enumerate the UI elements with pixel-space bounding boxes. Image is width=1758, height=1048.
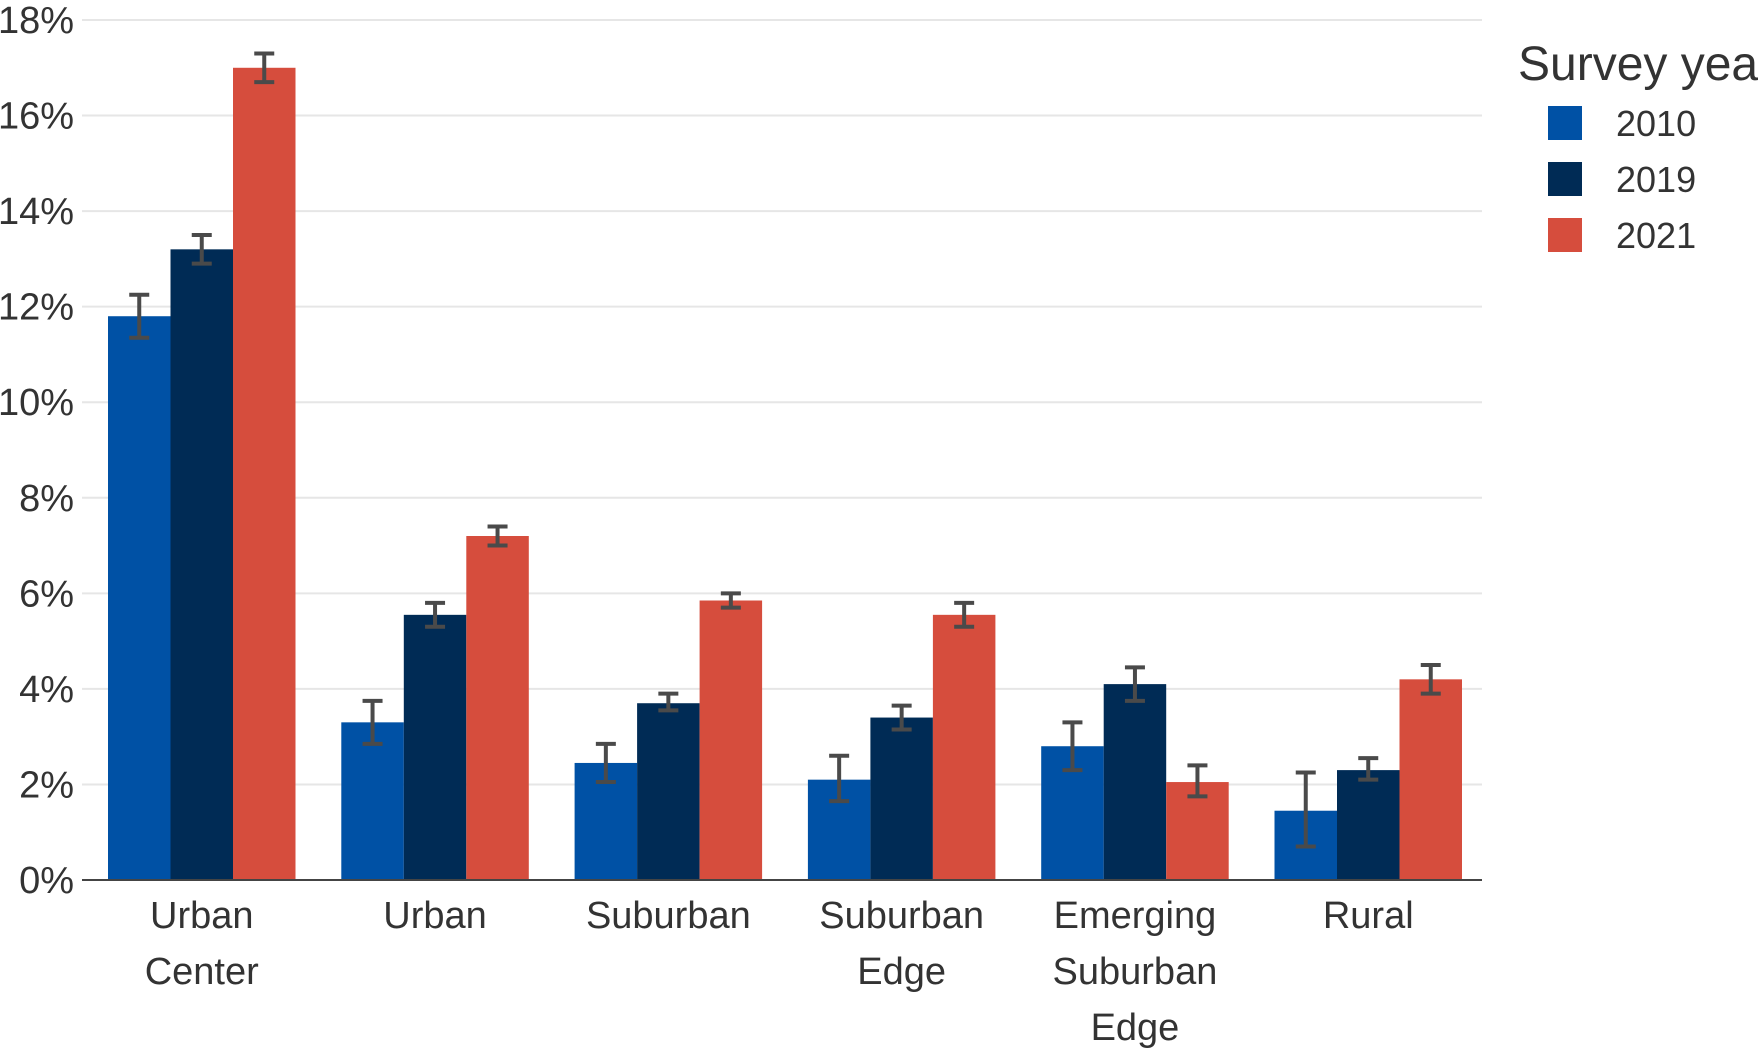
y-tick-label-12: 12% [0, 287, 74, 329]
y-tick-label-16: 16% [0, 96, 74, 138]
x-tick-label-3-0: Suburban [819, 895, 984, 937]
y-tick-label-14: 14% [0, 191, 74, 233]
bar-2021-3 [932, 614, 996, 880]
bar-2021-2 [699, 600, 763, 880]
error-bar-2019-5 [1358, 756, 1379, 782]
error-bar-2021-2 [720, 591, 741, 610]
bar-2019-4 [1103, 684, 1167, 880]
y-tick-label-0: 0% [19, 860, 74, 902]
error-bar-2019-3 [891, 703, 912, 732]
error-bar-2010-5 [1295, 770, 1316, 849]
legend-label-2021: 2021 [1616, 215, 1696, 256]
legend-title: Survey year [1518, 38, 1758, 91]
legend-swatch-2021 [1548, 218, 1582, 252]
x-tick-label-0-0: Urban [150, 895, 254, 937]
y-tick-label-6: 6% [19, 573, 74, 615]
error-bar-2019-2 [658, 691, 679, 713]
legend-swatch-2010 [1548, 106, 1582, 140]
legend-label-2019: 2019 [1616, 159, 1696, 200]
legend: Survey year 2010 2019 2021 [1518, 38, 1758, 256]
bars [108, 67, 1462, 881]
x-tick-label-5-0: Rural [1323, 895, 1414, 937]
x-tick-label-4-0: Emerging [1054, 895, 1217, 937]
error-bar-2010-0 [129, 292, 150, 340]
y-tick-label-4: 4% [19, 669, 74, 711]
bar-2019-2 [637, 703, 700, 880]
y-tick-label-18: 18% [0, 0, 74, 42]
bar-2010-0 [108, 316, 171, 880]
bar-2010-1 [341, 722, 404, 880]
error-bar-2021-0 [254, 51, 275, 85]
error-bars [129, 51, 1441, 849]
x-axis-labels: Urban Center Urban Suburban Suburban Edge Emer… [145, 895, 1414, 1048]
error-bar-2010-1 [362, 698, 383, 746]
x-tick-label-1-0: Urban [383, 895, 487, 937]
bar-2021-5 [1399, 679, 1462, 880]
error-bar-2010-4 [1062, 720, 1083, 773]
x-tick-label-4-1: Suburban [1053, 951, 1218, 993]
y-tick-label-8: 8% [19, 478, 74, 520]
error-bar-2010-3 [829, 753, 850, 804]
error-bar-2021-4 [1187, 763, 1208, 799]
legend-label-2010: 2010 [1616, 103, 1696, 144]
error-bar-2021-5 [1420, 663, 1441, 696]
error-bar-2019-4 [1124, 665, 1145, 703]
y-axis-ticks: 0% 2% 4% 6% 8% 10% 12% 14% 16% 18% [0, 0, 74, 902]
bar-2019-1 [403, 614, 467, 880]
gridlines [82, 19, 1482, 786]
bar-2019-0 [170, 249, 233, 881]
error-bar-2019-1 [425, 600, 446, 629]
x-tick-label-2-0: Suburban [586, 895, 751, 937]
bar-2019-5 [1337, 770, 1400, 880]
error-bar-2021-1 [487, 524, 508, 548]
y-tick-label-10: 10% [0, 382, 74, 424]
x-tick-label-4-2: Edge [1091, 1007, 1180, 1048]
error-bar-2021-3 [954, 600, 975, 629]
y-tick-label-2: 2% [19, 764, 74, 806]
error-bar-2019-0 [191, 233, 212, 266]
bar-2019-3 [870, 717, 933, 880]
x-tick-label-0-1: Center [145, 951, 259, 993]
legend-swatch-2019 [1548, 162, 1582, 196]
bar-2021-0 [233, 67, 296, 881]
bar-2021-1 [466, 536, 529, 880]
x-tick-label-3-1: Edge [857, 951, 946, 993]
error-bar-2010-2 [595, 741, 616, 785]
